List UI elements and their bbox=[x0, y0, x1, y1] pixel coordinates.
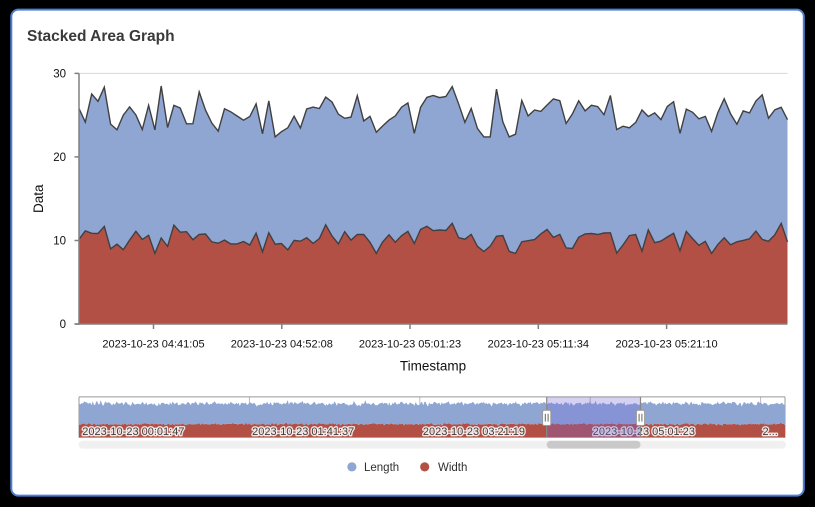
svg-text:Stacked Area Graph: Stacked Area Graph bbox=[27, 28, 175, 45]
svg-text:0: 0 bbox=[60, 319, 66, 331]
svg-text:10: 10 bbox=[53, 236, 66, 248]
svg-text:Width: Width bbox=[438, 462, 467, 474]
svg-text:Timestamp: Timestamp bbox=[400, 359, 466, 374]
svg-text:2023-10-23 04:41:05: 2023-10-23 04:41:05 bbox=[102, 339, 204, 351]
svg-text:20: 20 bbox=[53, 152, 66, 164]
svg-text:2023-10-23 05:01:23: 2023-10-23 05:01:23 bbox=[593, 426, 695, 438]
svg-text:2023-10-23 05:01:23: 2023-10-23 05:01:23 bbox=[359, 339, 461, 351]
svg-text:2023-10-23 05:21:10: 2023-10-23 05:21:10 bbox=[616, 339, 718, 351]
svg-text:2023-10-23 04:52:08: 2023-10-23 04:52:08 bbox=[231, 339, 333, 351]
svg-text:30: 30 bbox=[53, 68, 66, 80]
svg-text:2...: 2... bbox=[763, 426, 778, 438]
svg-text:2023-10-23 03:21:19: 2023-10-23 03:21:19 bbox=[423, 426, 525, 438]
svg-text:2023-10-23 05:11:34: 2023-10-23 05:11:34 bbox=[488, 339, 589, 351]
svg-text:2023-10-23 00:01:47: 2023-10-23 00:01:47 bbox=[82, 426, 184, 438]
svg-text:2023-10-23 01:41:37: 2023-10-23 01:41:37 bbox=[252, 426, 354, 438]
svg-text:Data: Data bbox=[31, 184, 46, 213]
svg-text:Length: Length bbox=[364, 462, 399, 474]
